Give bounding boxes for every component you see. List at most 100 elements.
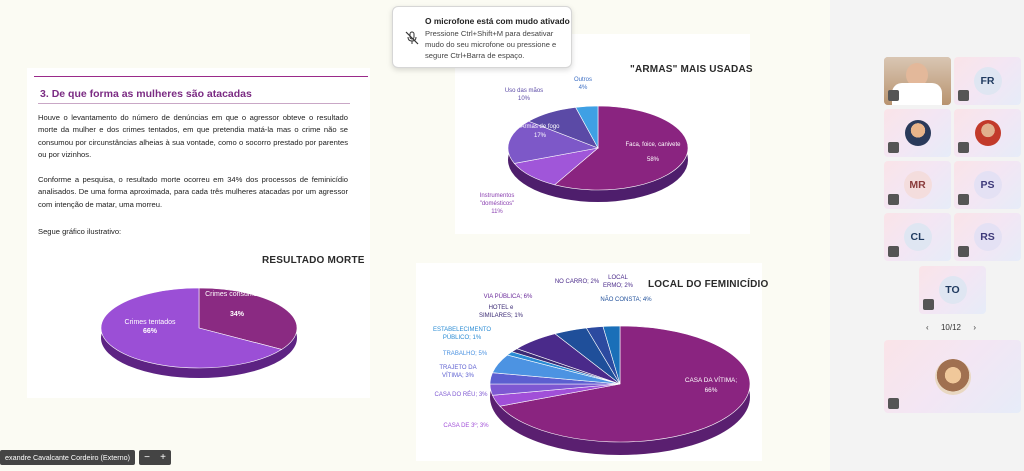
pager-label: 10/12 — [940, 322, 962, 332]
paragraph-1: Houve o levantamento do número de denúnc… — [38, 113, 348, 160]
data-label-faca-pct: 58% — [647, 157, 660, 163]
shirt-shape — [892, 83, 942, 105]
pie-slice-outros — [575, 105, 599, 149]
mute-icon — [888, 246, 899, 257]
avatar: RS — [973, 223, 1002, 251]
participant-tile-video[interactable] — [884, 57, 951, 105]
data-label-hotel-2: SIMILARES; 1% — [479, 313, 524, 319]
avatar-initials: TO — [945, 284, 960, 296]
zoom-out-button[interactable]: − — [144, 452, 150, 463]
mute-icon — [958, 194, 969, 205]
presenter-name: exandre Cavalcante Cordeiro (Externo) — [0, 450, 136, 465]
mic-muted-toast: O microfone está com mudo ativado Pressi… — [392, 6, 572, 68]
participant-tile-ps[interactable]: PS — [954, 161, 1021, 209]
avatar-initials: MR — [909, 179, 926, 191]
mute-icon — [888, 194, 899, 205]
mute-icon — [888, 398, 899, 409]
participant-tile-photo-2[interactable] — [954, 109, 1021, 157]
data-label-outros-pct: 4% — [579, 85, 588, 91]
chart-title-resultado-morte: RESULTADO MORTE — [262, 255, 365, 266]
avatar-initials: FR — [980, 75, 995, 87]
participant-tile-rs[interactable]: RS — [954, 213, 1021, 261]
avatar: CL — [903, 223, 932, 251]
face-shape — [906, 63, 928, 87]
section-heading: 3. De que forma as mulheres são atacadas — [40, 88, 252, 100]
avatar: MR — [903, 171, 932, 199]
shared-screen: 3. De que forma as mulheres são atacadas… — [0, 6, 769, 465]
pie-chart-resultado-morte: Crimes consumados 34% Crimes tentados 66… — [100, 287, 298, 378]
data-label-casa-reu: CASA DO RÉU; 3% — [434, 391, 488, 398]
presenter-bar: exandre Cavalcante Cordeiro (Externo) − … — [0, 450, 172, 465]
data-label-hotel: HOTEL e — [489, 305, 514, 311]
paragraph-2: Conforme a pesquisa, o resultado morte o… — [38, 175, 348, 209]
pie-slice-armas-de-fogo — [507, 120, 600, 164]
data-label-casa-terceiro: CASA DE 3º; 3% — [443, 422, 489, 429]
participant-tile-to[interactable]: TO — [919, 266, 986, 314]
toast-title: O microfone está com mudo ativado — [425, 16, 570, 26]
data-label-tentados: Crimes tentados — [125, 319, 176, 326]
mute-icon — [958, 90, 969, 101]
chart-title-armas: "ARMAS" MAIS USADAS — [630, 64, 753, 75]
pie-chart-local: NO CARRO; 2% LOCAL ERMO; 2% VIA PÚBLICA;… — [433, 275, 751, 455]
pie-chart-armas: Outros 4% Uso das mãos 10% Armas de fogo… — [480, 77, 689, 215]
mute-icon — [888, 142, 899, 153]
data-label-casa-vitima-pct: 66% — [705, 387, 718, 394]
avatar — [934, 358, 971, 395]
data-label-via-publica: VIA PÚBLICA; 6% — [484, 293, 533, 300]
participant-tile-fr[interactable]: FR — [954, 57, 1021, 105]
participant-tile-photo-1[interactable] — [884, 109, 951, 157]
data-label-local-ermo-2: ERMO; 2% — [603, 283, 634, 289]
data-label-fogo: Armas de fogo — [520, 124, 560, 130]
data-label-consumados-pct: 34% — [230, 311, 245, 318]
data-label-local-ermo: LOCAL — [608, 275, 628, 281]
data-label-casa-vitima: CASA DA VÍTIMA; — [685, 375, 737, 384]
data-label-instrumentos-2: "domésticos" — [480, 201, 515, 207]
data-label-tentados-pct: 66% — [143, 328, 158, 335]
mute-icon — [923, 299, 934, 310]
data-label-trajeto: TRAJETO DA — [439, 365, 476, 371]
data-label-estabelecimento-2: PÚBLICO; 1% — [443, 334, 482, 341]
data-label-consumados: Crimes consumados — [205, 291, 269, 298]
avatar: PS — [973, 171, 1002, 199]
pie-slice-local-ermo — [602, 325, 621, 385]
pie-slice-crimes-tentados — [100, 287, 283, 369]
paragraph-3: Segue gráfico ilustrativo: — [38, 227, 122, 236]
pie-slices — [489, 325, 751, 443]
data-label-maos: Uso das mãos — [505, 88, 543, 94]
pager-next-button[interactable]: › — [973, 322, 976, 332]
mute-icon — [958, 142, 969, 153]
gallery-pager: ‹ 10/12 › — [926, 321, 976, 333]
avatar — [904, 120, 931, 146]
data-label-trabalho: TRABALHO; 5% — [443, 351, 488, 357]
data-label-no-carro: NO CARRO; 2% — [555, 279, 600, 285]
mute-icon — [888, 90, 899, 101]
chart-title-local: LOCAL DO FEMINICÍDIO — [648, 279, 769, 290]
pager-prev-button[interactable]: ‹ — [926, 322, 929, 332]
toast-body: Pressione Ctrl+Shift+M para desativar mu… — [425, 29, 557, 60]
avatar: TO — [938, 276, 967, 304]
zoom-controls: − + — [139, 450, 172, 465]
section-number: 3. — [40, 88, 49, 100]
zoom-in-button[interactable]: + — [160, 452, 166, 463]
participant-tile-mr[interactable]: MR — [884, 161, 951, 209]
pie-slice-faca-foice-canivete — [554, 105, 689, 191]
section-title: De que forma as mulheres são atacadas — [51, 88, 252, 100]
data-label-trajeto-2: VÍTIMA; 3% — [442, 372, 475, 379]
avatar-initials: RS — [980, 231, 995, 243]
avatar: FR — [973, 67, 1002, 95]
data-label-nao-consta: NÃO CONSTA; 4% — [600, 296, 652, 303]
section-underline — [38, 103, 350, 104]
avatar-initials: PS — [980, 179, 995, 191]
avatar — [974, 120, 1001, 146]
data-label-faca: Faca, foice, canivete — [625, 142, 681, 148]
avatar-initials: CL — [910, 231, 925, 243]
data-label-fogo-pct: 17% — [534, 133, 547, 139]
data-label-estabelecimento: ESTABELECIMENTO — [433, 327, 491, 333]
pie-slices — [507, 105, 689, 191]
pie-slice-casa-da-vítima — [499, 325, 751, 443]
data-label-maos-pct: 10% — [518, 96, 531, 102]
participant-tile-cl[interactable]: CL — [884, 213, 951, 261]
self-view-tile[interactable] — [884, 340, 1021, 413]
data-label-outros: Outros — [574, 77, 592, 83]
mute-icon — [958, 246, 969, 257]
